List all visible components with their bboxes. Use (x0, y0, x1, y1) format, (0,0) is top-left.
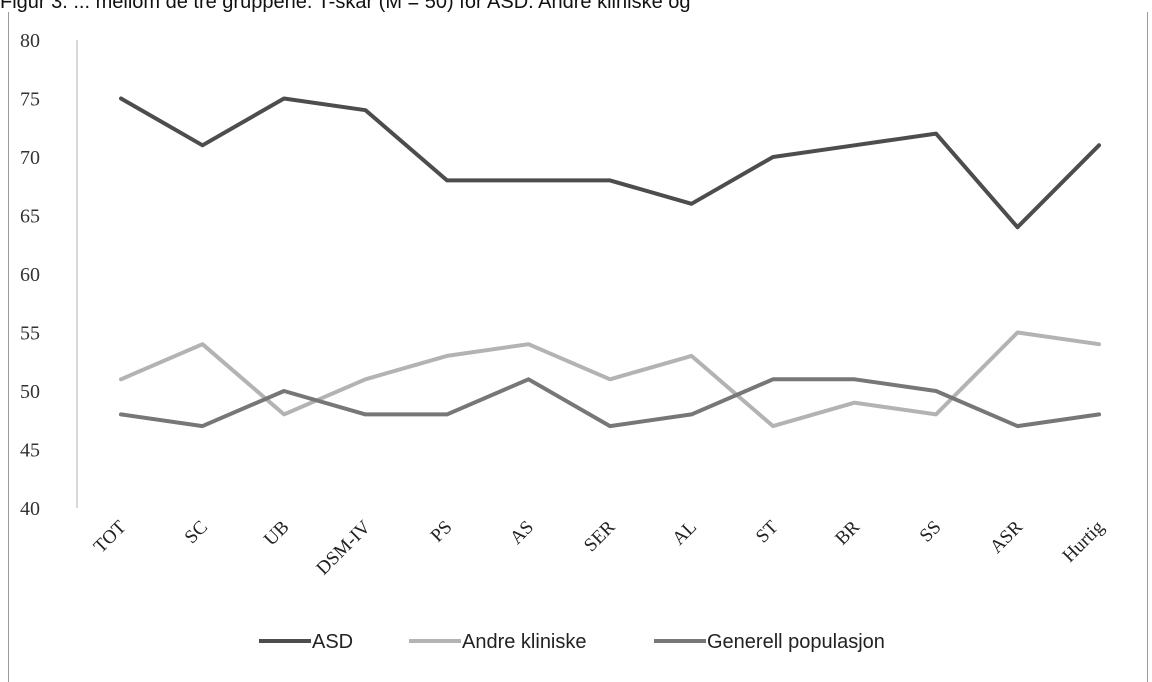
x-tick-label: ST (752, 516, 783, 547)
series-line-2 (119, 330, 1101, 429)
x-tick-label: ASR (986, 516, 1027, 557)
y-tick-label: 75 (20, 89, 40, 111)
x-tick-label: SS (916, 517, 946, 547)
x-tick-label: AS (506, 517, 538, 549)
y-tick-label: 50 (20, 381, 40, 403)
series-line-1 (119, 96, 1101, 230)
series-lines (119, 96, 1101, 429)
x-tick-label: AL (668, 517, 701, 550)
legend-label: ASD (312, 631, 353, 653)
chart-frame (8, 12, 1148, 682)
legend-label: Andre kliniske (462, 631, 587, 653)
x-tick-label: UB (260, 517, 294, 551)
x-tick-label: DSM-IV (312, 516, 375, 579)
y-tick-label: 70 (20, 147, 40, 169)
x-tick-label: SC (181, 517, 212, 548)
y-axis: 40 45 50 55 60 65 70 75 80 (20, 30, 78, 520)
y-tick-label: 65 (20, 206, 40, 228)
y-tick-label: 80 (20, 30, 40, 52)
x-tick-label: PS (427, 517, 457, 547)
x-tick-label: SER (580, 516, 620, 556)
x-tick-label: TOT (90, 516, 131, 557)
y-tick-label: 55 (20, 323, 40, 345)
series-line-3 (119, 377, 1101, 429)
figure-caption: Figur 3. ... mellom de tre gruppene. T-s… (0, 0, 691, 13)
x-tick-label: BR (831, 516, 864, 549)
y-tick-label: 60 (20, 264, 40, 286)
y-tick-label: 40 (20, 498, 40, 520)
x-axis: TOT SC UB DSM-IV PS AS SER AL ST BR SS ASR Hurtig (90, 516, 1109, 579)
y-tick-label: 45 (20, 440, 40, 462)
x-tick-label: Hurtig (1059, 516, 1109, 566)
legend-label: Generell populasjon (707, 631, 885, 653)
legend: ASD Andre kliniske Generell populasjon (259, 631, 885, 653)
